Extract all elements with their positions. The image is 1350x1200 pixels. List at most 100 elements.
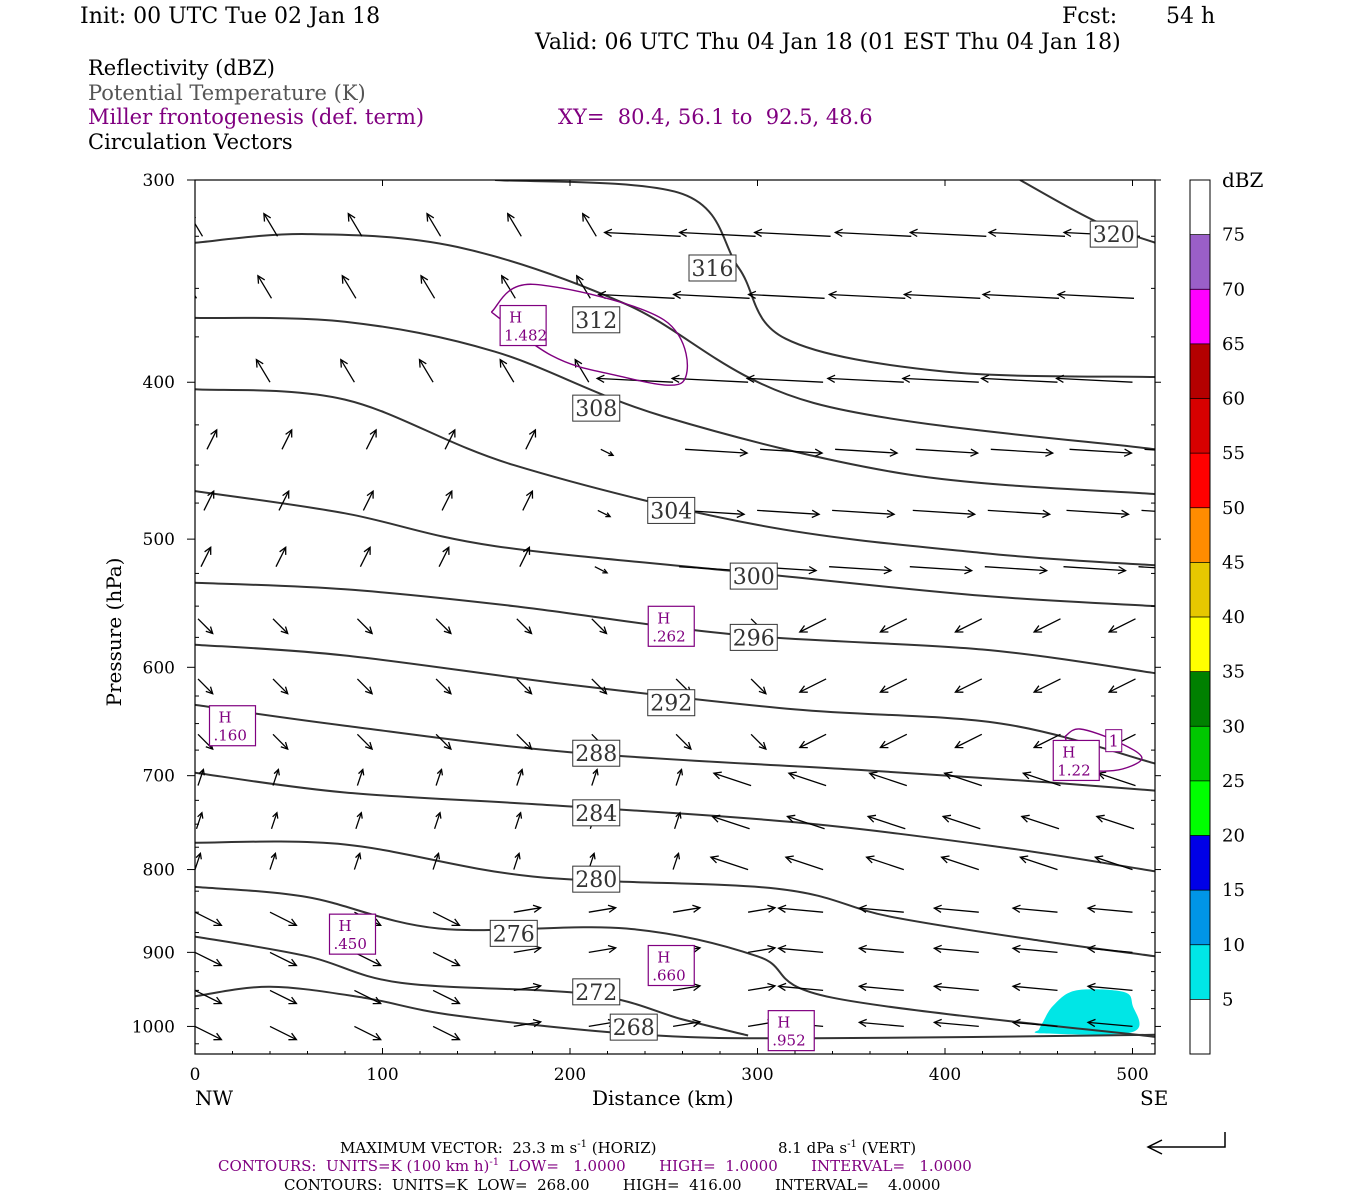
x-tick-label: 200 bbox=[554, 1065, 586, 1085]
circulation-vector bbox=[576, 275, 591, 299]
vector-arrowhead bbox=[932, 944, 942, 954]
theta-label-box bbox=[609, 1013, 658, 1041]
circulation-vector bbox=[513, 1021, 541, 1028]
vector-arrowhead bbox=[443, 741, 452, 751]
circulation-vector bbox=[672, 907, 701, 913]
circulation-vector bbox=[365, 429, 377, 450]
vector-arrowhead bbox=[363, 546, 371, 555]
vector-arrowhead bbox=[675, 811, 682, 819]
colorbar-level-label: 10 bbox=[1222, 935, 1245, 956]
circulation-vector bbox=[356, 618, 373, 634]
vector-arrowhead bbox=[1042, 509, 1052, 519]
circulation-vector bbox=[778, 985, 824, 992]
circulation-vector bbox=[1108, 618, 1136, 633]
vector-arrowhead bbox=[1032, 625, 1043, 633]
x-tick-label: 400 bbox=[929, 1065, 961, 1085]
theta-label-304: 304 bbox=[650, 499, 692, 524]
x-axis-title: Distance (km) bbox=[592, 1086, 734, 1110]
circulation-vector bbox=[829, 566, 892, 572]
vector-arrowhead bbox=[692, 982, 702, 992]
vector-arrowhead bbox=[941, 814, 952, 823]
theta-label-300: 300 bbox=[733, 565, 775, 590]
circulation-vector bbox=[272, 769, 280, 786]
circulation-vector bbox=[594, 566, 608, 574]
frontogenesis-contour-label-box bbox=[1105, 729, 1123, 753]
colorbar-level-label: 60 bbox=[1222, 389, 1245, 410]
y-tick-label: 400 bbox=[143, 373, 175, 393]
circulation-vector bbox=[513, 947, 541, 954]
cross-section-endpoints: XY= 80.4, 56.1 to 92.5, 48.6 bbox=[558, 105, 873, 129]
vector-arrowhead bbox=[886, 509, 896, 519]
vector-arrowhead bbox=[522, 546, 531, 555]
circulation-vector bbox=[713, 772, 752, 787]
colorbar-swatch bbox=[1190, 234, 1210, 290]
circulation-vector bbox=[1141, 509, 1155, 512]
vector-arrowhead bbox=[1045, 448, 1055, 457]
theta-label-box bbox=[647, 496, 696, 524]
circulation-vector bbox=[1012, 947, 1058, 954]
frontogenesis-max-box bbox=[647, 605, 695, 647]
circulation-vector bbox=[955, 618, 983, 633]
vector-arrowhead bbox=[777, 982, 787, 992]
circulation-vector bbox=[672, 853, 680, 870]
frontogenesis-max-box bbox=[499, 304, 547, 347]
vector-arrowhead bbox=[198, 768, 205, 776]
circulation-vector bbox=[904, 293, 981, 299]
vector-arrowhead bbox=[210, 428, 218, 438]
vector-arrowhead bbox=[205, 686, 214, 695]
theta-contour-268 bbox=[195, 985, 1155, 1040]
circulation-vector bbox=[195, 1025, 222, 1041]
vector-arrowhead bbox=[500, 274, 509, 284]
circulation-vector bbox=[347, 213, 363, 237]
vector-arrowhead bbox=[683, 741, 692, 751]
vector-arrowhead bbox=[879, 685, 889, 693]
vector-arrowhead bbox=[499, 358, 508, 368]
circulation-vector bbox=[984, 566, 1047, 572]
theta-label-box bbox=[688, 254, 737, 282]
colorbar-level-label: 40 bbox=[1222, 607, 1245, 628]
vector-arrowhead bbox=[987, 228, 997, 238]
circulation-vector bbox=[1087, 1021, 1133, 1028]
circulation-vector bbox=[1033, 618, 1061, 633]
circulation-vector bbox=[200, 547, 212, 567]
vector-arrowhead bbox=[1093, 855, 1104, 864]
vector-arrowhead bbox=[366, 489, 374, 499]
circulation-vector bbox=[195, 951, 222, 967]
circulation-vector bbox=[435, 769, 443, 786]
vector-arrowhead bbox=[833, 228, 843, 238]
vector-arrowhead bbox=[436, 768, 444, 776]
footer-vertical-scale: 8.1 dPa s-1 (VERT) bbox=[778, 1139, 917, 1157]
frontogenesis-max-label: H bbox=[339, 917, 352, 935]
vector-arrowhead bbox=[599, 626, 608, 635]
vector-arrowhead bbox=[445, 489, 453, 499]
theta-label-280: 280 bbox=[575, 868, 617, 893]
vector-arrowhead bbox=[777, 944, 787, 954]
vector-arrowhead bbox=[589, 852, 596, 860]
circulation-vector bbox=[672, 1021, 701, 1028]
y-tick-label: 1000 bbox=[132, 1017, 175, 1037]
vector-arrowhead bbox=[435, 811, 442, 819]
colorbar-swatch bbox=[1190, 507, 1210, 563]
plot-frame bbox=[194, 179, 1156, 1055]
vector-arrowhead bbox=[205, 626, 214, 635]
colorbar-level-label: 20 bbox=[1222, 826, 1245, 847]
circulation-vector bbox=[275, 547, 287, 567]
circulation-vector bbox=[272, 733, 289, 750]
circulation-vector bbox=[513, 853, 520, 870]
vector-arrowhead bbox=[767, 944, 777, 954]
circulation-vector bbox=[354, 1025, 381, 1041]
circulation-vector bbox=[574, 359, 590, 383]
circulation-vector bbox=[513, 985, 541, 992]
circulation-vector bbox=[206, 429, 218, 450]
theta-label-box bbox=[647, 689, 696, 717]
vector-arrowhead bbox=[197, 811, 204, 819]
colorbar-level-label: 25 bbox=[1222, 771, 1245, 792]
frontogenesis-max-value: 1.22 bbox=[1057, 761, 1090, 779]
y-axis-title: Pressure (hPa) bbox=[102, 557, 126, 707]
colorbar-level-label: 5 bbox=[1222, 989, 1233, 1010]
vector-arrowhead bbox=[798, 685, 808, 693]
circulation-vector bbox=[1057, 293, 1135, 299]
y-tick-label: 700 bbox=[143, 767, 175, 787]
circulation-vector bbox=[269, 1025, 297, 1041]
vector-arrowhead bbox=[1107, 625, 1118, 633]
